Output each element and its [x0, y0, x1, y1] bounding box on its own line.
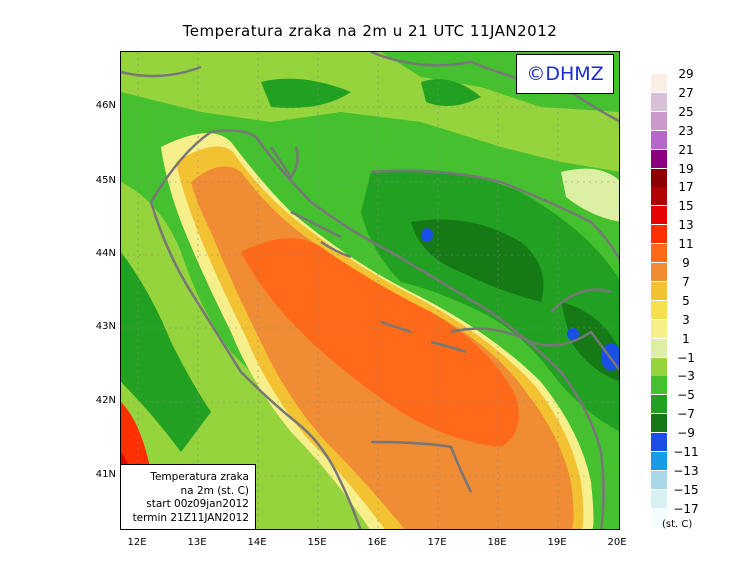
forecast-info-box: Temperatura zraka na 2m (st. C) start 00… [120, 464, 256, 530]
cold-spot [421, 228, 433, 242]
legend-units: (st. C) [662, 519, 693, 530]
legend-swatch [651, 111, 667, 130]
lat-tick-label: 45N [95, 175, 116, 186]
legend-swatch [651, 300, 667, 319]
legend-label: 9 [682, 256, 690, 270]
legend-label: −7 [677, 407, 695, 422]
lat-tick-label: 41N [95, 469, 116, 480]
lat-tick-label: 44N [95, 248, 116, 259]
legend-label: 15 [678, 199, 694, 214]
info-units: na 2m (st. C) [180, 484, 249, 497]
lon-tick-label: 16E [367, 537, 387, 548]
map-title: Temperatura zraka na 2m u 21 UTC 11JAN20… [182, 22, 558, 40]
info-variable: Temperatura zraka [150, 471, 249, 483]
lon-tick-label: 18E [487, 537, 507, 548]
legend-swatch [651, 376, 667, 395]
lat-tick-label: 46N [95, 100, 116, 111]
lon-tick-label: 17E [427, 537, 447, 548]
legend-label: −17 [673, 501, 699, 516]
lon-tick-label: 13E [187, 537, 207, 548]
cold-spot [567, 328, 579, 340]
legend-swatch [651, 433, 667, 452]
legend-swatch [651, 130, 667, 149]
balkan-darkest-land [411, 219, 544, 302]
adriatic-sea-warm [241, 238, 519, 447]
dhmz-logo: ©DHMZ [516, 54, 614, 94]
legend-label: 23 [678, 123, 694, 138]
legend-swatch [651, 508, 667, 527]
legend-label: 17 [678, 180, 694, 195]
legend-swatch [651, 92, 667, 111]
legend-swatch [651, 470, 667, 489]
legend-label: −3 [677, 369, 695, 384]
legend-label: 25 [678, 104, 694, 119]
legend-label: −13 [673, 463, 699, 478]
legend-label: −9 [677, 426, 695, 441]
north-dark-patch-2 [421, 79, 481, 106]
lon-tick-label: 20E [607, 537, 627, 548]
south-sea-mid [433, 447, 561, 529]
legend-swatch [651, 395, 667, 414]
legend-swatch [651, 281, 667, 300]
east-light-patch [561, 168, 619, 222]
legend-swatch [651, 357, 667, 376]
legend-swatch [651, 149, 667, 168]
legend-swatch [651, 168, 667, 187]
legend-label: 1 [682, 331, 690, 346]
north-dark-patch [261, 78, 351, 108]
legend-swatch [651, 225, 667, 244]
legend-swatch [651, 338, 667, 357]
legend-swatch [651, 489, 667, 508]
legend-label: 11 [678, 237, 694, 252]
legend-label: 13 [678, 218, 694, 233]
info-start: start 00z09jan2012 [146, 498, 249, 510]
legend-label: 29 [678, 67, 694, 81]
legend-swatch [651, 206, 667, 225]
legend-label: −5 [677, 388, 695, 403]
legend-label: 21 [678, 142, 694, 157]
legend-swatch [651, 414, 667, 433]
temperature-map [120, 51, 620, 530]
info-valid-time: termin 21Z11JAN2012 [132, 511, 249, 524]
legend-swatch [651, 263, 667, 281]
legend-label: 7 [682, 274, 690, 289]
temperature-field [121, 52, 619, 529]
legend-swatch [651, 187, 667, 206]
legend-swatch [651, 319, 667, 338]
legend-label: 5 [682, 293, 690, 308]
legend-swatch [651, 74, 667, 92]
legend-label: −15 [673, 482, 699, 497]
legend-swatch [651, 452, 667, 470]
legend-label: 3 [682, 312, 690, 327]
legend-label: 27 [678, 85, 694, 100]
legend-label: −11 [673, 445, 699, 459]
legend-label: −1 [677, 350, 695, 365]
lon-tick-label: 19E [547, 537, 567, 548]
lon-tick-label: 15E [307, 537, 327, 548]
lat-lon-grid [121, 52, 619, 529]
coastlines-borders [121, 52, 619, 529]
lat-tick-label: 42N [95, 395, 116, 406]
lat-tick-label: 43N [95, 321, 116, 332]
legend-label: 19 [678, 161, 694, 176]
lon-tick-label: 14E [247, 537, 267, 548]
legend-swatch [651, 244, 667, 263]
lon-tick-label: 12E [127, 537, 147, 548]
